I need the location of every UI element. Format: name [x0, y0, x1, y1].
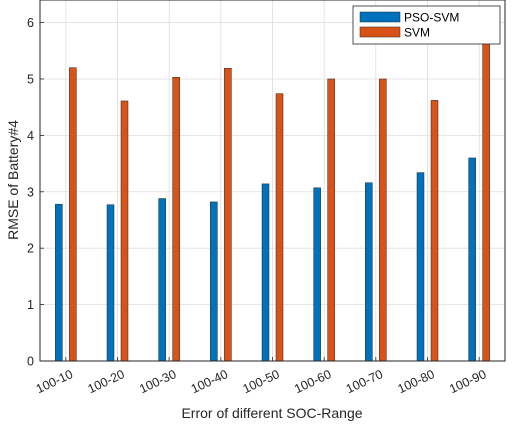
x-tick-label: 100-20 [86, 367, 127, 396]
x-tick-label: 100-60 [292, 367, 333, 396]
y-tick-label: 4 [27, 129, 34, 143]
bar-pso-svm [416, 172, 425, 362]
bar-pso-svm [261, 183, 270, 362]
y-tick-label: 5 [27, 72, 34, 86]
bar-pso-svm [158, 198, 166, 362]
bar-pso-svm [210, 201, 218, 362]
legend-box [352, 5, 501, 45]
y-tick-label: 6 [27, 16, 34, 30]
bar-svm [430, 100, 439, 362]
x-tick-label: 100-10 [34, 367, 75, 396]
bar-svm [224, 68, 232, 362]
legend-label: PSO-SVM [404, 11, 459, 25]
y-axis-label: RMSE of Battery#4 [5, 120, 21, 240]
x-tick-label: 100-40 [189, 367, 230, 396]
y-axis-ticks: 0 1 2 3 4 5 6 [27, 16, 44, 369]
bar-pso-svm [106, 204, 115, 362]
legend-swatch [359, 11, 401, 23]
bar-svm [327, 78, 335, 362]
y-tick-label: 3 [27, 185, 34, 199]
grid [40, 0, 505, 361]
y-tick-label: 1 [27, 298, 34, 312]
legend-label: SVM [404, 26, 430, 40]
bar-pso-svm [313, 187, 321, 362]
bar-svm [482, 12, 490, 362]
x-axis-label: Error of different SOC-Range [181, 405, 362, 421]
bar-pso-svm [55, 203, 63, 362]
bar-pso-svm [365, 182, 373, 362]
bar-svm [379, 78, 387, 362]
y-tick-label: 0 [27, 355, 34, 369]
bar-svm [172, 77, 180, 362]
bar-svm [120, 100, 129, 362]
bar-svm [69, 67, 77, 362]
x-tick-label: 100-70 [344, 367, 385, 396]
y-tick-label: 2 [27, 242, 34, 256]
x-tick-label: 100-50 [241, 367, 282, 396]
x-tick-label: 100-30 [137, 367, 178, 396]
bar-svm [275, 93, 284, 362]
bar-pso-svm [468, 157, 476, 362]
x-axis-ticks: 100-10 100-20 100-30 100-40 100-50 100-60 100-… [34, 357, 488, 396]
legend-swatch [359, 26, 401, 38]
x-tick-label: 100-90 [447, 367, 488, 396]
x-tick-label: 100-80 [396, 367, 437, 396]
